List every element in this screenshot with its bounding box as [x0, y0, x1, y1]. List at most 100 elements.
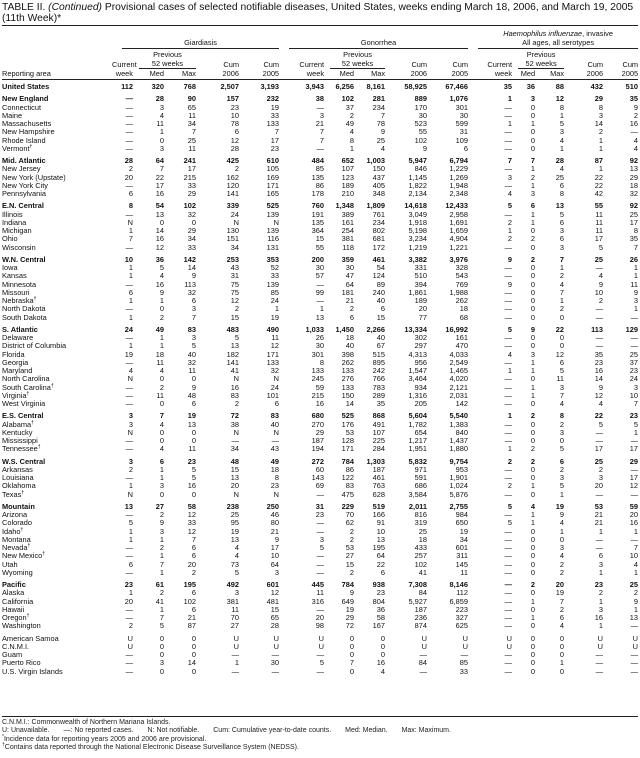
- reporting-area: Nevada†: [2, 543, 112, 552]
- cell-value: 5,604: [408, 411, 428, 421]
- table-row: Virginia† —11 48 83 101 215 150 289 1,316 2,031—1…: [2, 390, 638, 400]
- cell-value: 135: [311, 172, 324, 182]
- cell-value: —: [125, 94, 133, 104]
- cell-value: 32: [187, 357, 196, 367]
- footnote-marker: †: [29, 143, 33, 150]
- table-row: C.N.M.I. U 0 0 U U U 0 0 U U U 0 0 U U: [2, 641, 638, 651]
- cell-value: 2: [559, 271, 564, 281]
- cell-value: —: [316, 102, 324, 112]
- cell-value: 4: [380, 666, 385, 676]
- cell-value: 868: [372, 411, 385, 421]
- table-row: Washington 2 5 87 27 28 98 72 167 874 625 — 0 4 1 —: [2, 621, 638, 631]
- cell-value: N: [273, 489, 279, 499]
- week-label: week: [112, 69, 133, 80]
- cell-value: 84: [418, 588, 427, 598]
- cell-value: 0: [191, 489, 196, 499]
- cell-value: 0: [349, 666, 354, 676]
- cell-value: 25: [629, 580, 638, 589]
- cell-value: 0: [530, 312, 535, 322]
- cell-value: 0: [530, 135, 535, 145]
- cell-value: 1: [530, 518, 535, 528]
- cell-value: 0: [380, 650, 385, 659]
- cell-value: —: [316, 489, 324, 499]
- cell-value: 0: [530, 427, 535, 437]
- cell-value: 3: [159, 102, 164, 112]
- cell-value: 7: [159, 164, 164, 174]
- cell-value: 84: [418, 658, 427, 668]
- cell-value: 1: [159, 333, 164, 342]
- cell-value: 0: [530, 143, 535, 153]
- table-row: Wyoming —1 2 5 3—2 6 41 11—0 2 1 1: [2, 568, 638, 577]
- cell-value: 816: [414, 510, 427, 519]
- cell-value: 21: [345, 296, 354, 305]
- cell-value: 17: [629, 444, 638, 454]
- cell-value: 109: [455, 135, 468, 145]
- area-name: U.S. Virgin Islands: [2, 666, 63, 676]
- cell-value: 48: [187, 390, 196, 400]
- table-row: Ohio 7 16 34 151 116 15 381 681 3,234 4,904 2 2 6 17 35: [2, 234, 638, 244]
- table-row: Maine —4 11 10 33 3 2 7 30 30—0 1 3 2: [2, 110, 638, 120]
- cell-value: 223: [455, 604, 468, 614]
- cell-value: U: [597, 641, 603, 651]
- cell-value: 0: [530, 604, 535, 614]
- cell-value: 21: [594, 518, 603, 528]
- cell-value: 5: [507, 501, 512, 511]
- cell-value: 1,547: [408, 366, 428, 375]
- table-row: Pennsylvania 6 16 29 141 165 178 210 348 2,134 2,3…: [2, 189, 638, 198]
- cell-value: 0: [530, 621, 535, 631]
- cell-value: 1: [559, 143, 564, 153]
- table-row: Florida 19 18 40 182 171 301 398 515 4,313 4,033 4 3…: [2, 349, 638, 359]
- cell-value: 5,927: [408, 596, 428, 606]
- cell-value: 4,033: [449, 349, 469, 359]
- area-name: Utah: [2, 559, 18, 569]
- cell-value: 24: [270, 296, 279, 305]
- cell-value: 2: [598, 588, 603, 598]
- cell-value: 9: [191, 382, 196, 392]
- area-name: Delaware: [2, 333, 34, 342]
- cell-value: 297: [414, 341, 427, 351]
- cell-value: 3: [128, 419, 133, 429]
- cell-value: 2: [633, 110, 638, 120]
- cell-value: 40: [376, 333, 385, 342]
- cell-value: 13: [155, 209, 164, 219]
- cell-value: 0: [530, 333, 535, 342]
- cell-value: 23: [376, 588, 385, 598]
- cell-value: 1: [633, 427, 638, 437]
- reporting-area: New Jersey: [2, 165, 112, 173]
- cell-value: 5,198: [408, 226, 428, 235]
- cell-value: 16,992: [445, 324, 468, 334]
- cell-value: U: [462, 641, 468, 651]
- cell-value: 4,904: [449, 234, 469, 244]
- cell-value: —: [504, 526, 512, 536]
- cell-value: 13: [230, 534, 239, 544]
- cell-value: 3: [530, 349, 535, 359]
- cell-value: 133: [266, 119, 279, 128]
- cell-value: —: [271, 650, 279, 659]
- cell-value: —: [504, 436, 512, 445]
- cell-value: 13: [124, 501, 133, 511]
- cell-value: —: [504, 464, 512, 474]
- cell-value: 1: [530, 613, 535, 622]
- cell-value: 17: [187, 164, 196, 174]
- cell-value: 2: [349, 110, 354, 120]
- cell-value: 3: [559, 242, 564, 252]
- region-row: United States 112 320 768 2,507 3,193 3,943 6,2…: [2, 81, 638, 91]
- cell-value: 34: [187, 234, 196, 244]
- year-2005-label: 2005: [427, 69, 469, 80]
- cell-value: 8: [128, 201, 133, 211]
- cell-value: 5: [559, 481, 564, 491]
- area-name: Alaska: [2, 588, 25, 598]
- cell-value: 9: [274, 534, 279, 544]
- cell-value: 0: [530, 650, 535, 659]
- cell-value: 16: [594, 366, 603, 375]
- cell-value: 3: [319, 534, 324, 544]
- cell-value: 60: [315, 464, 324, 474]
- cell-value: 24: [270, 382, 279, 392]
- reporting-area: Alabama†: [2, 420, 112, 429]
- cell-value: 7: [559, 390, 564, 400]
- cell-value: 182: [226, 349, 239, 359]
- cell-value: 139: [266, 226, 279, 235]
- cell-value: 2,031: [449, 390, 469, 400]
- area-name: Rhode Island: [2, 135, 46, 145]
- cell-value: 12: [270, 341, 279, 351]
